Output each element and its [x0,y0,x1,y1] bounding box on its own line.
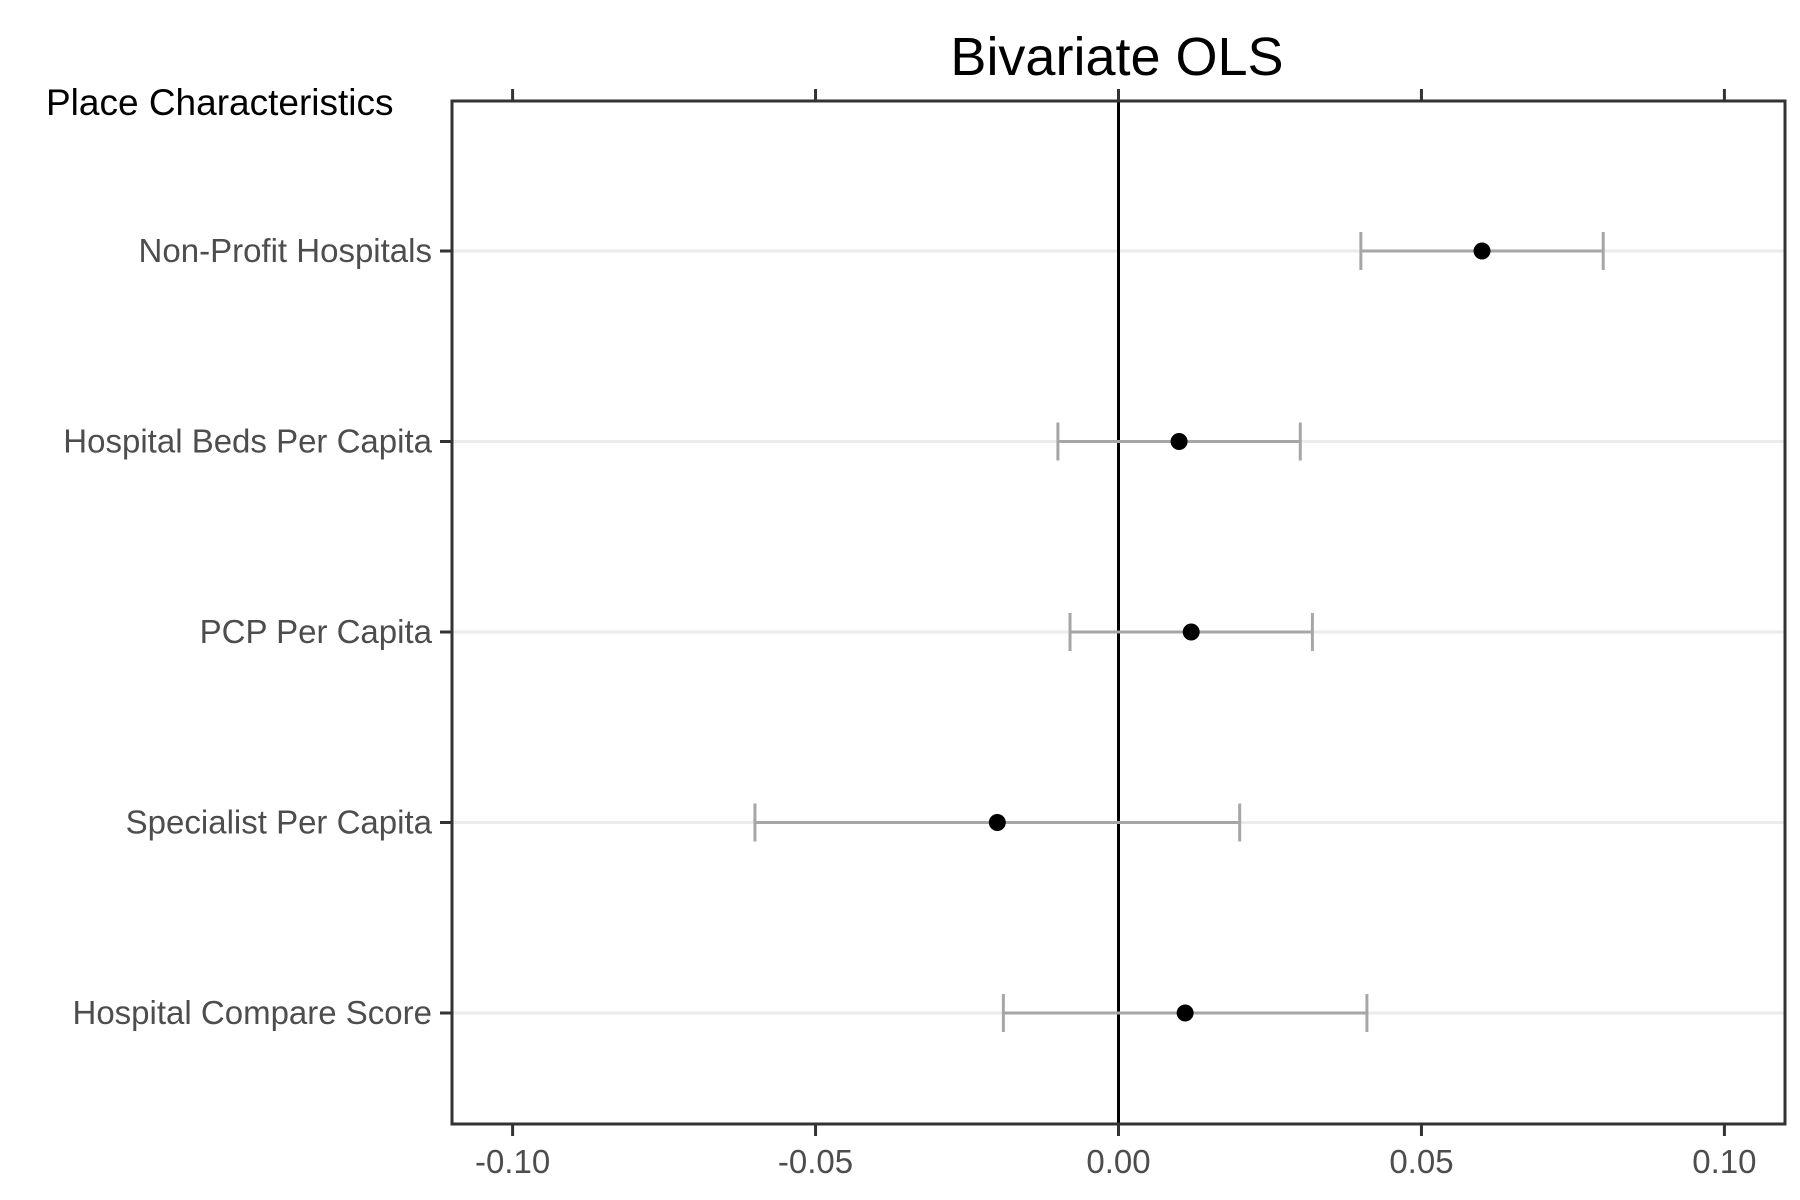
y-tick-label: Hospital Compare Score [73,994,433,1031]
point-estimate [1170,433,1188,450]
y-tick-label: Specialist Per Capita [126,804,433,841]
y-tick-label: Non-Profit Hospitals [139,232,432,269]
y-axis: Non-Profit Hospitals Hospital Beds Per Ca… [63,232,452,1031]
point-estimate [1473,242,1491,260]
y-tick-label: Hospital Beds Per Capita [63,423,432,460]
point-estimates [988,242,1491,1022]
x-tick-label: 0.05 [1389,1143,1453,1180]
section-label: Place Characteristics [46,82,394,123]
x-tick-label: -0.10 [475,1143,550,1180]
x-tick-label: 0.00 [1086,1143,1150,1180]
x-tick-label: -0.05 [778,1143,853,1180]
point-estimate [1182,623,1200,641]
x-axis-top [511,89,1726,101]
x-tick-label: 0.10 [1692,1143,1756,1180]
x-axis-bottom: -0.10 -0.05 0.00 0.05 0.10 [475,1124,1757,1180]
y-tick-label: PCP Per Capita [200,613,433,650]
chart-title: Bivariate OLS [950,27,1283,87]
point-estimate [988,814,1006,831]
point-estimate [1176,1004,1194,1022]
